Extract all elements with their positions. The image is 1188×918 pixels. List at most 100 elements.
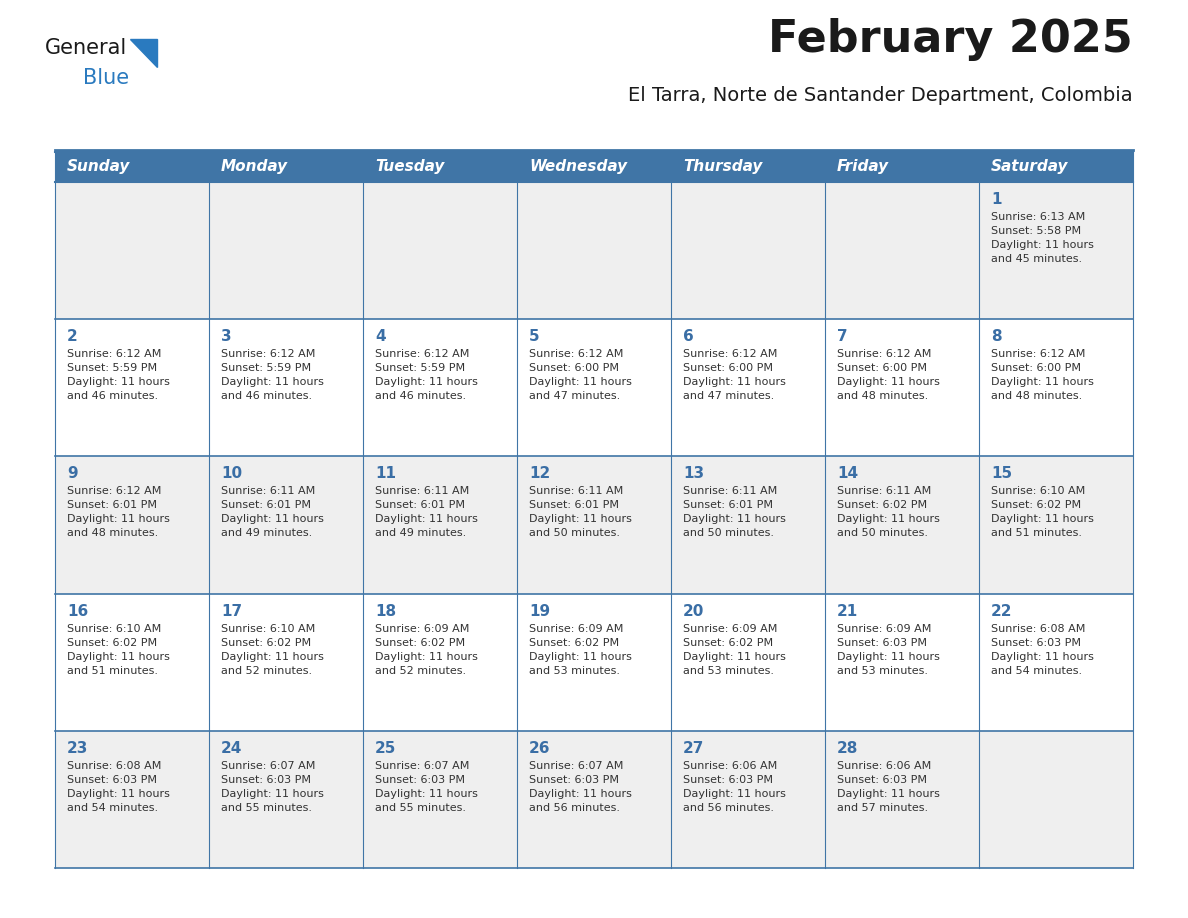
- Text: 10: 10: [221, 466, 242, 481]
- Text: 23: 23: [67, 741, 88, 756]
- Text: Sunrise: 6:07 AM
Sunset: 6:03 PM
Daylight: 11 hours
and 56 minutes.: Sunrise: 6:07 AM Sunset: 6:03 PM Dayligh…: [529, 761, 632, 812]
- Text: 17: 17: [221, 604, 242, 619]
- Bar: [824, 456, 979, 594]
- Bar: [364, 182, 517, 319]
- Bar: [979, 594, 1133, 731]
- Bar: [209, 731, 364, 868]
- Text: Sunrise: 6:12 AM
Sunset: 6:00 PM
Daylight: 11 hours
and 48 minutes.: Sunrise: 6:12 AM Sunset: 6:00 PM Dayligh…: [838, 349, 940, 401]
- Bar: [517, 594, 671, 731]
- Text: Sunrise: 6:11 AM
Sunset: 6:01 PM
Daylight: 11 hours
and 50 minutes.: Sunrise: 6:11 AM Sunset: 6:01 PM Dayligh…: [683, 487, 786, 538]
- Text: Sunrise: 6:12 AM
Sunset: 6:00 PM
Daylight: 11 hours
and 47 minutes.: Sunrise: 6:12 AM Sunset: 6:00 PM Dayligh…: [683, 349, 786, 401]
- Bar: [671, 456, 824, 594]
- Text: 15: 15: [991, 466, 1012, 481]
- Bar: [364, 319, 517, 456]
- Bar: [824, 731, 979, 868]
- Text: Sunrise: 6:10 AM
Sunset: 6:02 PM
Daylight: 11 hours
and 52 minutes.: Sunrise: 6:10 AM Sunset: 6:02 PM Dayligh…: [221, 623, 324, 676]
- Text: Sunrise: 6:07 AM
Sunset: 6:03 PM
Daylight: 11 hours
and 55 minutes.: Sunrise: 6:07 AM Sunset: 6:03 PM Dayligh…: [375, 761, 478, 812]
- Text: Saturday: Saturday: [991, 160, 1068, 174]
- Bar: [364, 456, 517, 594]
- Text: 5: 5: [529, 330, 539, 344]
- Text: 2: 2: [67, 330, 77, 344]
- Bar: [209, 152, 364, 182]
- Text: 22: 22: [991, 604, 1012, 619]
- Bar: [209, 456, 364, 594]
- Bar: [824, 182, 979, 319]
- Text: Sunrise: 6:12 AM
Sunset: 5:59 PM
Daylight: 11 hours
and 46 minutes.: Sunrise: 6:12 AM Sunset: 5:59 PM Dayligh…: [375, 349, 478, 401]
- Text: 16: 16: [67, 604, 88, 619]
- Text: Sunrise: 6:08 AM
Sunset: 6:03 PM
Daylight: 11 hours
and 54 minutes.: Sunrise: 6:08 AM Sunset: 6:03 PM Dayligh…: [991, 623, 1094, 676]
- Text: Thursday: Thursday: [683, 160, 763, 174]
- Text: 25: 25: [375, 741, 397, 756]
- Text: 14: 14: [838, 466, 858, 481]
- Text: Friday: Friday: [838, 160, 889, 174]
- Bar: [55, 319, 209, 456]
- Text: Sunrise: 6:11 AM
Sunset: 6:02 PM
Daylight: 11 hours
and 50 minutes.: Sunrise: 6:11 AM Sunset: 6:02 PM Dayligh…: [838, 487, 940, 538]
- Bar: [517, 319, 671, 456]
- Text: 8: 8: [991, 330, 1001, 344]
- Bar: [824, 319, 979, 456]
- Text: 4: 4: [375, 330, 386, 344]
- Text: 21: 21: [838, 604, 858, 619]
- Text: 20: 20: [683, 604, 704, 619]
- Text: Sunrise: 6:12 AM
Sunset: 5:59 PM
Daylight: 11 hours
and 46 minutes.: Sunrise: 6:12 AM Sunset: 5:59 PM Dayligh…: [67, 349, 170, 401]
- Text: Sunrise: 6:13 AM
Sunset: 5:58 PM
Daylight: 11 hours
and 45 minutes.: Sunrise: 6:13 AM Sunset: 5:58 PM Dayligh…: [991, 212, 1094, 264]
- Text: 24: 24: [221, 741, 242, 756]
- Text: Sunrise: 6:06 AM
Sunset: 6:03 PM
Daylight: 11 hours
and 56 minutes.: Sunrise: 6:06 AM Sunset: 6:03 PM Dayligh…: [683, 761, 786, 812]
- Text: Sunrise: 6:11 AM
Sunset: 6:01 PM
Daylight: 11 hours
and 49 minutes.: Sunrise: 6:11 AM Sunset: 6:01 PM Dayligh…: [375, 487, 478, 538]
- Bar: [824, 152, 979, 182]
- Text: 3: 3: [221, 330, 232, 344]
- Bar: [671, 594, 824, 731]
- Bar: [55, 594, 209, 731]
- Text: 11: 11: [375, 466, 396, 481]
- Text: Sunrise: 6:12 AM
Sunset: 5:59 PM
Daylight: 11 hours
and 46 minutes.: Sunrise: 6:12 AM Sunset: 5:59 PM Dayligh…: [221, 349, 324, 401]
- Text: Sunrise: 6:12 AM
Sunset: 6:01 PM
Daylight: 11 hours
and 48 minutes.: Sunrise: 6:12 AM Sunset: 6:01 PM Dayligh…: [67, 487, 170, 538]
- Text: Sunday: Sunday: [67, 160, 131, 174]
- Text: Blue: Blue: [83, 68, 129, 88]
- Polygon shape: [129, 39, 157, 67]
- Bar: [979, 319, 1133, 456]
- Bar: [364, 731, 517, 868]
- Text: Tuesday: Tuesday: [375, 160, 444, 174]
- Text: Monday: Monday: [221, 160, 289, 174]
- Text: 27: 27: [683, 741, 704, 756]
- Bar: [55, 731, 209, 868]
- Text: Sunrise: 6:06 AM
Sunset: 6:03 PM
Daylight: 11 hours
and 57 minutes.: Sunrise: 6:06 AM Sunset: 6:03 PM Dayligh…: [838, 761, 940, 812]
- Bar: [671, 152, 824, 182]
- Bar: [517, 731, 671, 868]
- Text: Sunrise: 6:09 AM
Sunset: 6:02 PM
Daylight: 11 hours
and 52 minutes.: Sunrise: 6:09 AM Sunset: 6:02 PM Dayligh…: [375, 623, 478, 676]
- Text: Wednesday: Wednesday: [529, 160, 627, 174]
- Bar: [364, 152, 517, 182]
- Text: Sunrise: 6:08 AM
Sunset: 6:03 PM
Daylight: 11 hours
and 54 minutes.: Sunrise: 6:08 AM Sunset: 6:03 PM Dayligh…: [67, 761, 170, 812]
- Bar: [517, 152, 671, 182]
- Text: 13: 13: [683, 466, 704, 481]
- Text: Sunrise: 6:12 AM
Sunset: 6:00 PM
Daylight: 11 hours
and 47 minutes.: Sunrise: 6:12 AM Sunset: 6:00 PM Dayligh…: [529, 349, 632, 401]
- Text: Sunrise: 6:09 AM
Sunset: 6:03 PM
Daylight: 11 hours
and 53 minutes.: Sunrise: 6:09 AM Sunset: 6:03 PM Dayligh…: [838, 623, 940, 676]
- Bar: [209, 594, 364, 731]
- Bar: [671, 182, 824, 319]
- Bar: [517, 456, 671, 594]
- Text: 7: 7: [838, 330, 847, 344]
- Text: Sunrise: 6:07 AM
Sunset: 6:03 PM
Daylight: 11 hours
and 55 minutes.: Sunrise: 6:07 AM Sunset: 6:03 PM Dayligh…: [221, 761, 324, 812]
- Text: Sunrise: 6:10 AM
Sunset: 6:02 PM
Daylight: 11 hours
and 51 minutes.: Sunrise: 6:10 AM Sunset: 6:02 PM Dayligh…: [991, 487, 1094, 538]
- Text: Sunrise: 6:10 AM
Sunset: 6:02 PM
Daylight: 11 hours
and 51 minutes.: Sunrise: 6:10 AM Sunset: 6:02 PM Dayligh…: [67, 623, 170, 676]
- Text: Sunrise: 6:11 AM
Sunset: 6:01 PM
Daylight: 11 hours
and 50 minutes.: Sunrise: 6:11 AM Sunset: 6:01 PM Dayligh…: [529, 487, 632, 538]
- Bar: [671, 319, 824, 456]
- Text: 18: 18: [375, 604, 396, 619]
- Bar: [671, 731, 824, 868]
- Bar: [979, 731, 1133, 868]
- Text: Sunrise: 6:12 AM
Sunset: 6:00 PM
Daylight: 11 hours
and 48 minutes.: Sunrise: 6:12 AM Sunset: 6:00 PM Dayligh…: [991, 349, 1094, 401]
- Bar: [55, 152, 209, 182]
- Bar: [824, 594, 979, 731]
- Text: 12: 12: [529, 466, 550, 481]
- Bar: [979, 456, 1133, 594]
- Text: 1: 1: [991, 192, 1001, 207]
- Bar: [55, 456, 209, 594]
- Bar: [364, 594, 517, 731]
- Text: General: General: [45, 38, 127, 58]
- Text: 28: 28: [838, 741, 859, 756]
- Bar: [55, 182, 209, 319]
- Text: El Tarra, Norte de Santander Department, Colombia: El Tarra, Norte de Santander Department,…: [628, 86, 1133, 105]
- Bar: [209, 319, 364, 456]
- Bar: [517, 182, 671, 319]
- Text: 19: 19: [529, 604, 550, 619]
